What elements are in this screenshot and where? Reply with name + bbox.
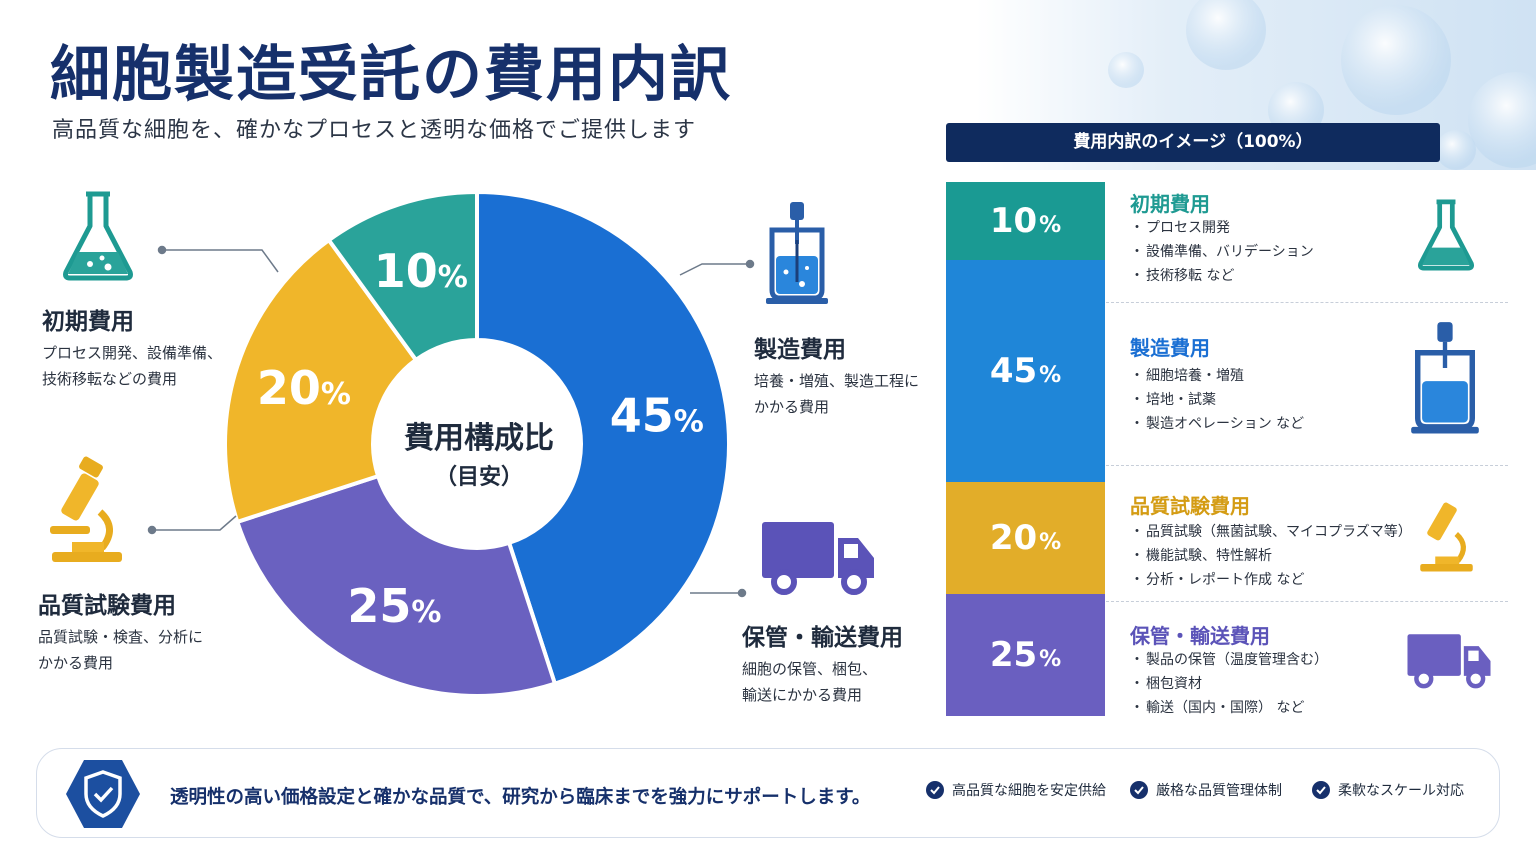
feature-quality-control: 厳格な品質管理体制: [1130, 780, 1282, 800]
breakdown-title-quality: 品質試験費用: [1130, 494, 1250, 518]
storage-cost-desc: 細胞の保管、梱包、 輸送にかかる費用: [742, 660, 878, 704]
list-item: 技術移転 など: [1130, 264, 1314, 288]
center-label-line2: （目安）: [435, 464, 523, 490]
feature-stable-supply: 高品質な細胞を安定供給: [926, 780, 1106, 800]
list-item: 輸送（国内・国際） など: [1130, 696, 1328, 720]
breakdown-list-manufacturing: 細胞培養・増殖 培地・試薬 製造オペレーション など: [1130, 364, 1304, 436]
breakdown-header: 費用内訳のイメージ（100%）: [946, 123, 1440, 162]
leader-line-quality: [152, 515, 237, 531]
initial-cost-title: 初期費用: [42, 309, 134, 335]
bioreactor-icon: [1411, 322, 1479, 434]
leader-line-initial: [162, 249, 279, 273]
breakdown-title-initial: 初期費用: [1130, 192, 1210, 216]
quality-cost-title: 品質試験費用: [38, 593, 176, 619]
breakdown-separator: [1106, 302, 1508, 303]
microscope-icon: [1420, 502, 1473, 572]
shield-check-icon: [66, 760, 140, 828]
footer-banner: [36, 748, 1500, 838]
manufacturing-cost-title: 製造費用: [754, 337, 846, 363]
cost-donut-chart: 45%25%20%10% 費用構成比 （目安）: [147, 192, 755, 696]
bioreactor-icon: [766, 202, 828, 304]
footer-message: 透明性の高い価格設定と確かな品質で、研究から臨床までを強力にサポートします。: [170, 787, 871, 808]
check-circle-icon: [1312, 781, 1330, 799]
page-title: 細胞製造受託の費用内訳: [50, 40, 732, 110]
feature-flexible-scale: 柔軟なスケール対応: [1312, 780, 1464, 800]
microscope-icon: [50, 456, 122, 562]
leader-line-manufacturing: [679, 263, 750, 276]
breakdown-bar-storage: 25%: [946, 594, 1105, 716]
list-item: 分析・レポート作成 など: [1130, 568, 1412, 592]
breakdown-title-storage: 保管・輸送費用: [1130, 624, 1270, 648]
breakdown-bar-manufacturing: 45%: [946, 260, 1105, 482]
quality-cost-desc: 品質試験・検査、分析に かかる費用: [38, 628, 204, 672]
list-item: 梱包資材: [1130, 672, 1328, 696]
breakdown-separator: [1106, 601, 1508, 602]
breakdown-list-quality: 品質試験（無菌試験、マイコプラズマ等） 機能試験、特性解析 分析・レポート作成 …: [1130, 520, 1412, 592]
donut-label-initial: 10%: [374, 244, 468, 298]
list-item: 機能試験、特性解析: [1130, 544, 1412, 568]
donut-center: [373, 340, 581, 548]
list-item: 製造オペレーション など: [1130, 412, 1304, 436]
manufacturing-cost-desc: 培養・増殖、製造工程に かかる費用: [754, 372, 920, 416]
list-item: 設備準備、バリデーション: [1130, 240, 1314, 264]
check-circle-icon: [926, 781, 944, 799]
breakdown-separator: [1106, 465, 1508, 466]
breakdown-bar-quality: 20%: [946, 482, 1105, 594]
center-label-line1: 費用構成比: [404, 421, 554, 456]
list-item: 細胞培養・増殖: [1130, 364, 1304, 388]
leader-lines: [147, 245, 755, 598]
list-item: 品質試験（無菌試験、マイコプラズマ等）: [1130, 520, 1412, 544]
breakdown-list-storage: 製品の保管（温度管理含む） 梱包資材 輸送（国内・国際） など: [1130, 648, 1328, 720]
check-circle-icon: [1130, 781, 1148, 799]
flask-icon: [63, 191, 133, 281]
breakdown-list-initial: プロセス開発 設備準備、バリデーション 技術移転 など: [1130, 216, 1314, 288]
truck-icon: [1407, 634, 1491, 689]
page-subtitle: 高品質な細胞を、確かなプロセスと透明な価格でご提供します: [52, 118, 697, 143]
breakdown-title-manufacturing: 製造費用: [1130, 336, 1210, 360]
flask-icon: [1417, 199, 1475, 271]
list-item: 培地・試薬: [1130, 388, 1304, 412]
storage-cost-title: 保管・輸送費用: [742, 625, 903, 651]
list-item: プロセス開発: [1130, 216, 1314, 240]
breakdown-bar-initial: 10%: [946, 182, 1105, 260]
truck-icon: [762, 522, 874, 595]
initial-cost-desc: プロセス開発、設備準備、 技術移転などの費用: [42, 344, 223, 388]
list-item: 製品の保管（温度管理含む）: [1130, 648, 1328, 672]
